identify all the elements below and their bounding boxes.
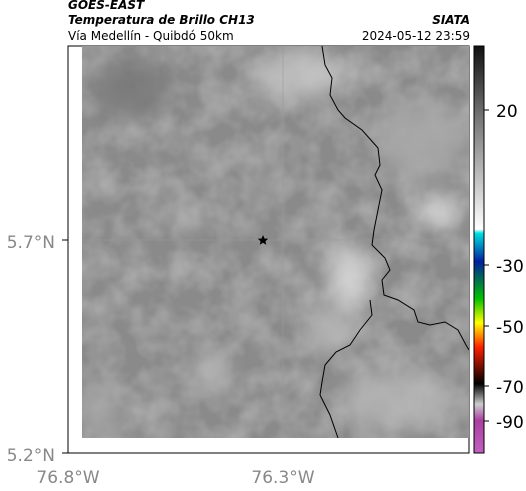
colorbar-tick-label: -30 <box>496 257 524 277</box>
lat-tick: 5.2°N <box>7 446 55 466</box>
lat-tick: 5.7°N <box>7 233 55 253</box>
colorbar-tick-label: -90 <box>496 413 524 433</box>
colorbar-tick-label: -50 <box>496 318 524 338</box>
source: GOES-EAST <box>68 0 145 12</box>
colorbar-tick-label: 20 <box>496 102 518 122</box>
title: Temperatura de Brillo CH13 <box>68 13 255 27</box>
star-marker <box>257 235 269 245</box>
lon-tick: 76.8°W <box>36 468 99 488</box>
colorbar-ticks <box>484 109 489 422</box>
satellite-image <box>82 46 469 438</box>
datetime: 2024-05-12 23:59 <box>362 29 470 43</box>
subtitle: Vía Medellín - Quibdó 50km <box>68 29 234 43</box>
lon-tick: 76.3°W <box>251 468 314 488</box>
colorbar <box>473 45 485 454</box>
credit: SIATA <box>432 13 470 27</box>
colorbar-tick-label: -70 <box>496 378 524 398</box>
